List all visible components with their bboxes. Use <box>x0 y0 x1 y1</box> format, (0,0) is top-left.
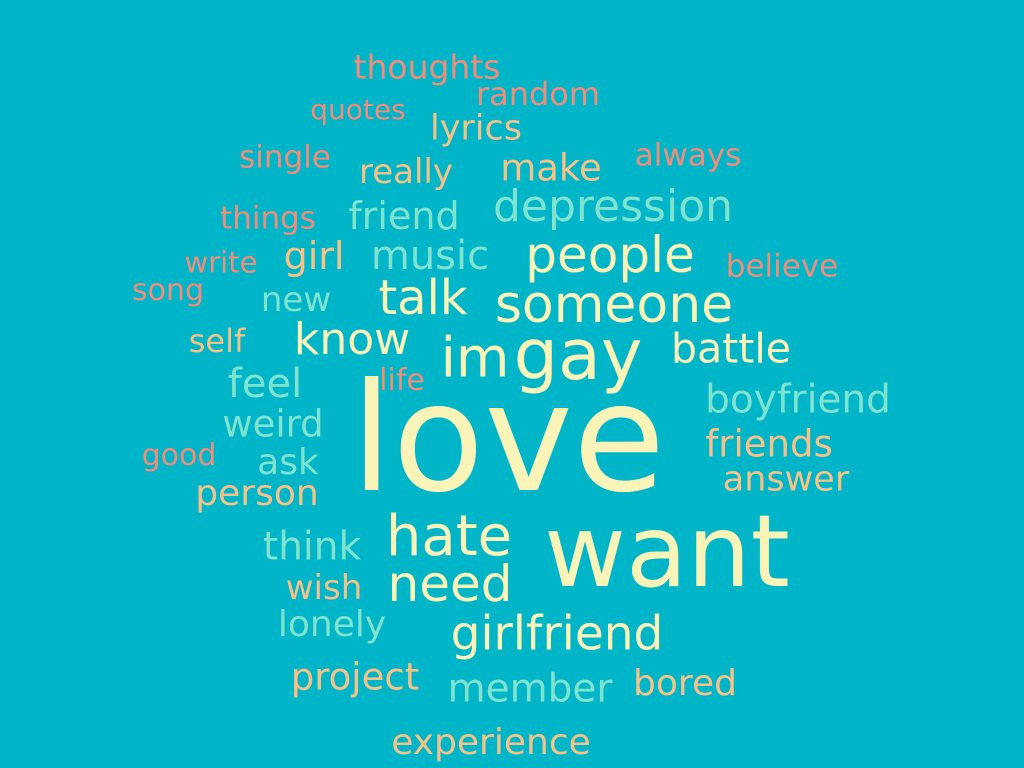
word-boyfriend: boyfriend <box>705 377 891 423</box>
word-weird: weird <box>222 402 324 446</box>
word-need: need <box>387 555 513 613</box>
word-feel: feel <box>227 361 303 407</box>
word-person: person <box>195 473 319 514</box>
word-hate: hate <box>385 504 513 569</box>
word-wish: wish <box>285 568 363 608</box>
word-know: know <box>293 314 411 365</box>
word-answer: answer <box>722 459 850 500</box>
word-battle: battle <box>671 324 791 373</box>
word-friend: friend <box>348 194 460 238</box>
word-life: life <box>379 363 425 398</box>
word-lonely: lonely <box>277 604 387 645</box>
word-write: write <box>184 245 258 280</box>
word-self: self <box>188 322 246 360</box>
word-want: want <box>544 493 790 610</box>
word-make: make <box>500 146 602 190</box>
word-project: project <box>290 655 420 699</box>
word-always: always <box>634 137 742 174</box>
word-experience: experience <box>391 722 591 763</box>
word-ask: ask <box>257 442 319 483</box>
word-depression: depression <box>492 181 734 232</box>
word-girl: girl <box>283 234 345 278</box>
word-really: really <box>359 152 453 192</box>
word-music: music <box>370 233 490 279</box>
word-random: random <box>475 75 601 113</box>
word-im: im <box>440 325 510 390</box>
word-quotes: quotes <box>310 93 406 126</box>
word-love: love <box>350 352 666 526</box>
word-member: member <box>447 666 613 712</box>
word-believe: believe <box>725 248 839 285</box>
word-things: things <box>220 200 316 237</box>
word-think: think <box>262 524 362 570</box>
word-friends: friends <box>705 422 833 466</box>
word-people: people <box>525 226 695 284</box>
word-song: song <box>131 273 205 308</box>
word-bored: bored <box>633 663 737 704</box>
word-talk: talk <box>378 270 468 326</box>
word-good: good <box>141 438 217 473</box>
word-thoughts: thoughts <box>353 47 501 87</box>
word-gay: gay <box>513 314 643 396</box>
word-lyrics: lyrics <box>429 108 523 149</box>
word-new: new <box>260 280 332 320</box>
word-single: single <box>239 139 331 176</box>
word-girlfriend: girlfriend <box>450 606 664 662</box>
word-someone: someone <box>494 275 734 335</box>
